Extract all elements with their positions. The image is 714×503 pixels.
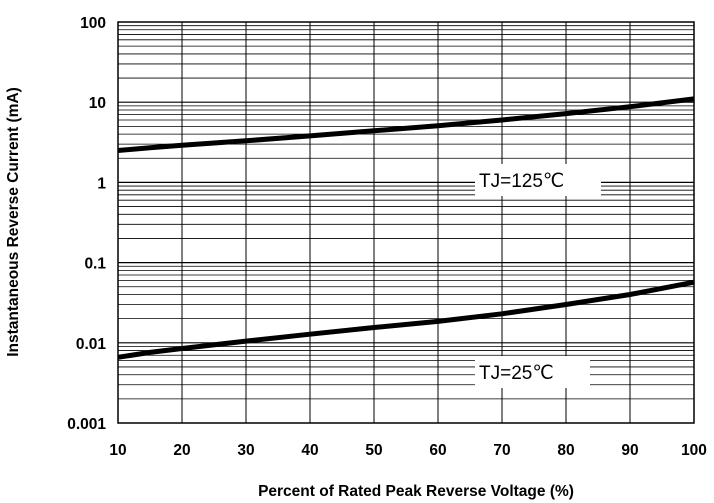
- curve-tj-125: [117, 96, 695, 153]
- x-tick-label: 90: [621, 442, 638, 459]
- x-tick-label: 60: [429, 442, 446, 459]
- y-tick-labels: 0.001 0.01 0.1 1 10 100: [67, 15, 106, 433]
- y-axis-label: Instantaneous Reverse Current (mA): [5, 87, 22, 357]
- x-tick-label: 30: [237, 442, 254, 459]
- y-tick-label: 0.01: [76, 336, 107, 353]
- x-axis-label: Percent of Rated Peak Reverse Voltage (%…: [258, 483, 574, 500]
- annotation-label: TJ=25℃: [479, 363, 554, 384]
- x-tick-label: 100: [681, 442, 707, 459]
- x-tick-label: 70: [493, 442, 510, 459]
- x-tick-labels: 10 20 30 40 50 60 70 80 90 100: [109, 442, 707, 459]
- x-tick-label: 10: [109, 442, 126, 459]
- annotation-box: [475, 164, 601, 196]
- curves: [117, 96, 695, 360]
- annotation-label: TJ=125℃: [479, 171, 564, 192]
- annotations: TJ=125℃ TJ=25℃: [475, 164, 601, 388]
- annotation-box: [475, 356, 590, 388]
- y-tick-label: 1: [97, 175, 106, 192]
- grid: [118, 22, 694, 423]
- y-tick-label: 100: [80, 15, 106, 32]
- x-tick-label: 40: [301, 442, 318, 459]
- plot-frame: [117, 21, 695, 424]
- y-tick-label: 10: [89, 95, 106, 112]
- curve-tj-25: [117, 279, 695, 360]
- x-tick-label: 80: [557, 442, 574, 459]
- x-tick-label: 20: [173, 442, 190, 459]
- y-tick-label: 0.001: [67, 416, 106, 433]
- y-tick-label: 0.1: [84, 256, 106, 273]
- x-tick-label: 50: [365, 442, 382, 459]
